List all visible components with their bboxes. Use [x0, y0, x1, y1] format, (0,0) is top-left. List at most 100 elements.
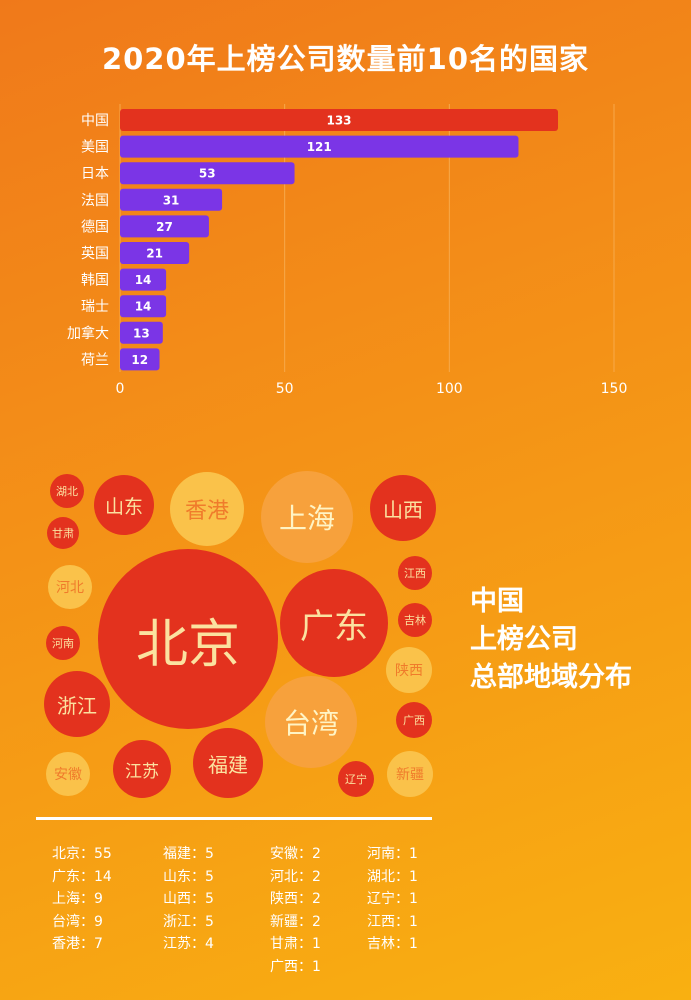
stat-item: 甘肃：1 — [270, 936, 321, 952]
stats-column: 安徽：2 河北：2 陕西：2 新疆：2 甘肃：1 广西：1 — [270, 843, 321, 978]
bar-value-label: 13 — [133, 326, 150, 340]
bar-value-label: 31 — [163, 193, 180, 207]
bar — [120, 295, 167, 318]
stat-item: 台湾：9 — [52, 913, 103, 930]
stat-item: 新疆：2 — [270, 913, 321, 930]
bar — [120, 242, 190, 264]
bubble-18: 广西 — [396, 702, 432, 738]
region-caption: 中国上榜公司总部地域分布 — [470, 583, 632, 697]
bubble-4: 香港 — [170, 472, 244, 546]
bubble-7: 浙江 — [44, 671, 110, 737]
category-label: 中国 — [81, 113, 109, 129]
stat-item: 吉林：1 — [367, 936, 418, 952]
bubble-6: 山西 — [370, 475, 436, 541]
bubble-label: 湖北 — [56, 485, 78, 498]
bar-value-label: 27 — [156, 220, 173, 234]
bar — [120, 135, 519, 158]
caption-line: 中国 — [470, 586, 524, 617]
stat-item: 北京：55 — [52, 846, 112, 862]
bar — [120, 188, 223, 211]
bar — [120, 348, 160, 371]
bubble-0: 北京 — [98, 549, 278, 729]
x-tick-label: 50 — [276, 381, 294, 397]
bubble-16: 吉林 — [398, 603, 432, 637]
stat-item: 广西：1 — [270, 958, 321, 975]
bar-value-label: 133 — [326, 114, 351, 128]
bar — [120, 321, 163, 344]
bubble-label: 香港 — [184, 499, 229, 524]
bar-value-label: 121 — [307, 140, 332, 154]
stat-item: 河北：2 — [270, 868, 321, 885]
category-label: 加拿大 — [67, 325, 109, 342]
stat-item: 河南：1 — [367, 846, 418, 862]
bubble-label: 甘肃 — [52, 527, 74, 540]
category-label: 英国 — [81, 245, 109, 262]
x-tick-label: 100 — [436, 381, 463, 397]
bar — [120, 268, 167, 291]
stat-item: 辽宁：1 — [367, 891, 418, 907]
category-label: 德国 — [81, 219, 109, 235]
stats-column: 福建：5 山东：5 山西：5 浙江：5 江苏：4 — [163, 843, 214, 956]
bubble-label: 江西 — [404, 567, 426, 580]
x-tick-label: 150 — [601, 381, 628, 397]
stat-item: 陕西：2 — [270, 891, 321, 907]
bubble-label: 陕西 — [395, 663, 423, 679]
bubble-2: 上海 — [261, 471, 353, 563]
bubble-12: 河北 — [48, 565, 92, 609]
stat-item: 山西：5 — [163, 891, 214, 907]
bubble-label: 台湾 — [282, 707, 339, 740]
stat-item: 上海：9 — [52, 891, 103, 907]
bar — [120, 109, 559, 131]
chart-title: 2020年上榜公司数量前10名的国家 — [101, 42, 590, 76]
bar — [120, 162, 295, 185]
stat-item: 香港：7 — [52, 936, 103, 952]
bubble-8: 福建 — [193, 728, 263, 798]
stat-item: 江西：1 — [367, 913, 418, 930]
bar-value-label: 14 — [135, 300, 152, 314]
bubble-label: 浙江 — [57, 693, 97, 718]
category-label: 美国 — [81, 140, 109, 156]
bubble-11: 甘肃 — [47, 517, 79, 549]
stat-item: 山东：5 — [163, 868, 214, 885]
bar-value-label: 14 — [135, 273, 152, 287]
stat-item: 福建：5 — [163, 846, 214, 862]
bubble-1: 广东 — [280, 569, 388, 677]
bubble-label: 新疆 — [396, 767, 424, 783]
bar-value-label: 53 — [199, 167, 216, 181]
bubble-label: 广西 — [403, 714, 425, 727]
caption-line: 总部地域分布 — [470, 662, 632, 693]
caption-line: 上榜公司 — [470, 624, 578, 655]
bubble-5: 山东 — [94, 475, 154, 535]
category-label: 法国 — [81, 193, 109, 209]
bubble-label: 吉林 — [404, 614, 426, 627]
stats-column: 河南：1 湖北：1 辽宁：1 江西：1 吉林：1 — [367, 843, 418, 956]
stat-item: 浙江：5 — [163, 913, 214, 930]
x-tick-label: 0 — [116, 381, 125, 397]
bubble-19: 辽宁 — [338, 761, 374, 797]
bubble-3: 台湾 — [265, 676, 357, 768]
bar-value-label: 21 — [146, 247, 163, 261]
bubble-label: 山西 — [383, 497, 423, 522]
category-label: 荷兰 — [81, 352, 109, 368]
stats-column: 北京：55 广东：14 上海：9 台湾：9 香港：7 — [52, 843, 112, 956]
bubble-label: 广东 — [300, 606, 368, 647]
bubble-17: 陕西 — [386, 647, 432, 693]
bar-chart: 0 50 100 150 中国 133 美国 121 日本 53 法国 31 德国 27 英国 21 韩国 14 瑞… — [67, 104, 628, 397]
stat-item: 安徽：2 — [270, 846, 321, 862]
bubble-label: 福建 — [208, 752, 248, 777]
bubble-20: 新疆 — [387, 751, 433, 797]
bubble-14: 安徽 — [46, 752, 90, 796]
bubble-label: 安徽 — [54, 767, 82, 783]
stat-item: 湖北：1 — [367, 868, 418, 885]
category-label: 韩国 — [81, 273, 109, 289]
bubble-label: 河北 — [56, 580, 84, 596]
bubble-label: 河南 — [52, 637, 74, 650]
bubble-label: 北京 — [135, 614, 240, 675]
stat-item: 广东：14 — [52, 868, 112, 885]
bar — [120, 215, 209, 238]
bubble-10: 湖北 — [50, 474, 84, 508]
bubble-9: 江苏 — [113, 740, 171, 798]
bubble-label: 江苏 — [125, 761, 159, 782]
category-label: 瑞士 — [81, 299, 109, 315]
